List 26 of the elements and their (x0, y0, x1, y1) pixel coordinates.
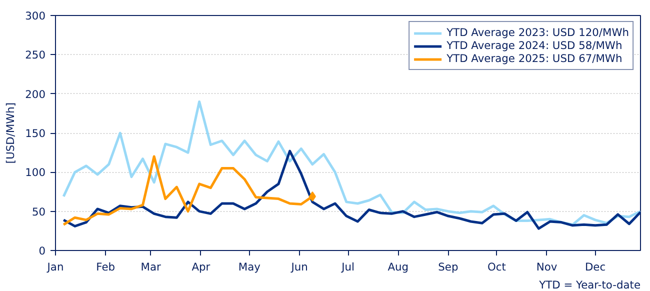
text: YTD = Year-to-date (538, 278, 640, 291)
x-tick-label: Jun (290, 260, 308, 274)
legend-label: YTD Average 2023: USD 120/MWh (446, 26, 629, 39)
x-tick-label: Apr (192, 260, 211, 274)
y-tick-label: 100 (25, 166, 46, 180)
x-tick-label: Aug (388, 260, 409, 274)
y-tick-label: 50 (32, 205, 46, 218)
x-tick-label: Nov (536, 260, 558, 274)
line-series (62, 150, 640, 230)
x-tick-label: Sep (438, 260, 458, 274)
y-tick-label: 250 (25, 48, 46, 62)
x-tick-label: Mar (140, 260, 162, 274)
y-tick-label: 300 (25, 10, 46, 22)
x-tick-label: Jul (340, 260, 354, 274)
legend-label: YTD Average 2024: USD 58/MWh (446, 39, 622, 52)
x-tick-label: Oct (487, 260, 506, 274)
legend-label: YTD Average 2025: USD 67/MWh (446, 52, 622, 65)
y-axis-title: [USD/MWh] (4, 102, 18, 164)
x-tick-label: Dec (584, 260, 606, 274)
x-tick-label: May (238, 260, 260, 274)
y-tick-label: 200 (25, 88, 46, 101)
line-series (62, 100, 640, 226)
x-tick-label: Feb (96, 260, 116, 274)
y-tick-label: 0 (38, 244, 46, 258)
y-tick-label: 150 (25, 127, 46, 140)
x-tick-label: Jan (46, 260, 64, 274)
